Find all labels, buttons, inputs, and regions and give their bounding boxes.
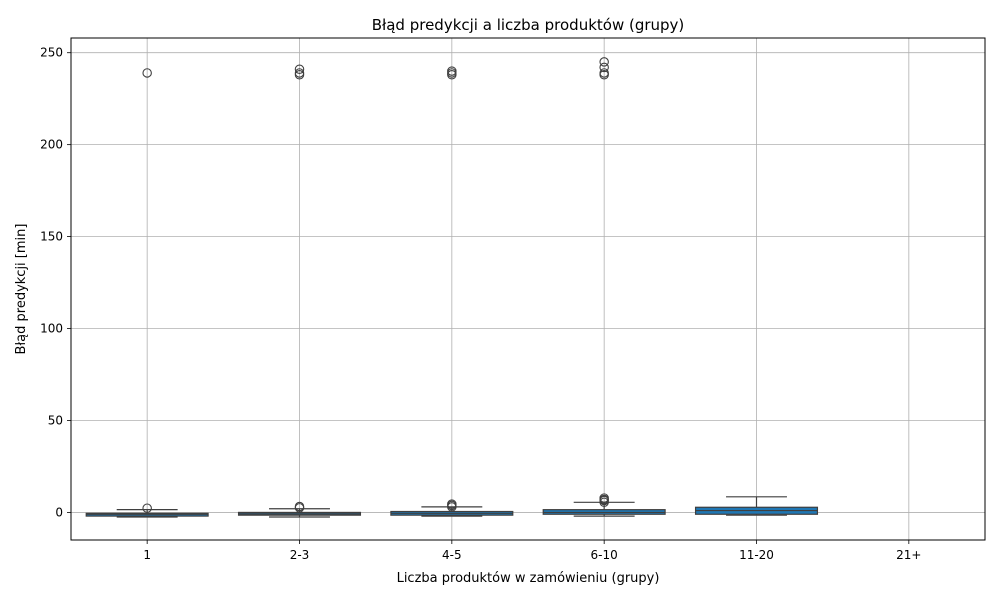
y-tick-label: 250 [40,46,63,60]
y-tick-label: 200 [40,138,63,152]
outlier-point [447,66,457,76]
x-tick-label: 6-10 [591,548,618,562]
y-tick-label: 100 [40,322,63,336]
y-axis-label: Błąd predykcji [min] [14,224,29,355]
outlier-point [294,68,305,78]
outlier-point [599,57,609,67]
outlier-point [599,62,609,73]
y-tick-label: 50 [48,413,63,427]
y-tick-label: 150 [40,230,63,244]
grid-layer [71,38,985,540]
outlier-point [447,499,457,509]
tick-layer: 0 50 100 150 200 250 1 2-3 4-5 6-10 11-20 21+ [40,46,921,562]
chart-title: Błąd predykcji a liczba produktów (grupy… [372,16,685,34]
box-group-6-10 [542,57,666,517]
box-group-1 [85,68,209,518]
x-tick-label: 21+ [896,548,921,562]
x-axis-label: Liczba produktów w zamówieniu (grupy) [397,571,660,586]
plot-frame [70,37,986,541]
box-group-11-20 [694,496,819,516]
x-tick-label: 4-5 [442,548,462,562]
x-tick-label: 11-20 [739,548,774,562]
box-group-4-5 [390,66,514,517]
x-tick-label: 2-3 [290,548,310,562]
box-group-2-3 [237,64,362,518]
outlier-point [142,68,152,78]
x-tick-label: 1 [143,548,151,562]
outlier-point [294,64,305,75]
y-tick-label: 0 [55,505,63,519]
outlier-point [142,503,152,513]
outlier-point [599,493,609,503]
box-layer [85,57,819,518]
outlier-point [294,501,305,512]
outlier-point [599,68,609,78]
